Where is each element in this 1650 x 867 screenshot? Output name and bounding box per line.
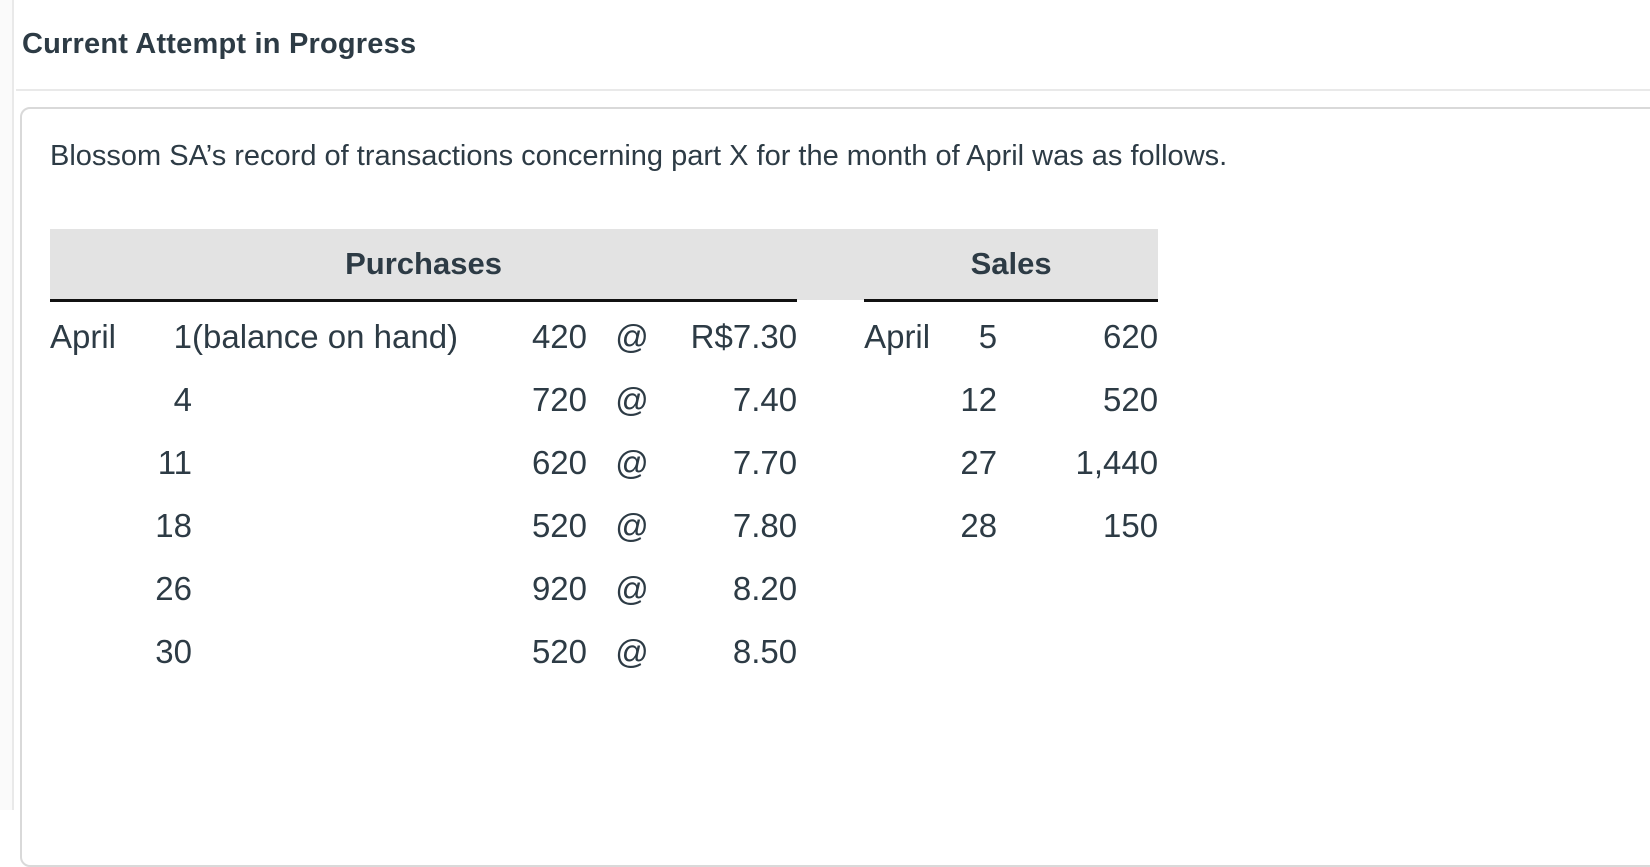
sales-header: Sales <box>864 229 1159 302</box>
table-row: 4 720 @7.40 12 520 <box>50 363 1158 426</box>
cell-s-month <box>864 552 949 615</box>
cell-gap <box>797 615 864 678</box>
cell-gap <box>797 300 864 363</box>
cell-p-day: 11 <box>157 443 192 481</box>
cell-p-price: 7.70 <box>732 443 798 481</box>
cell-s-month: April <box>864 318 931 356</box>
cell-gap <box>797 363 864 426</box>
table-row: April 1 (balance on hand) 420 @ R$7.30 April 5 6… <box>50 300 1158 363</box>
cell-p-at: @ <box>615 318 649 356</box>
cell-p-day: 26 <box>155 569 192 607</box>
cell-p-desc <box>192 426 452 489</box>
cell-s-day: 5 <box>978 318 998 356</box>
cell-s-qty: 520 <box>1103 380 1159 418</box>
header-divider <box>16 89 1650 91</box>
cell-p-day: 4 <box>173 380 192 418</box>
cell-gap <box>797 489 864 552</box>
cell-p-price: 7.40 <box>732 380 798 418</box>
cell-p-qty: 420 <box>531 318 587 356</box>
transactions-tbody: April 1 (balance on hand) 420 @ R$7.30 April 5 6… <box>50 300 1158 678</box>
cell-p-price: 8.50 <box>732 632 798 670</box>
cell-p-qty: 620 <box>531 443 587 481</box>
cell-p-qty: 520 <box>531 632 587 670</box>
question-intro: Blossom SA’s record of transactions conc… <box>50 140 1228 172</box>
cell-p-price: 8.20 <box>732 569 798 607</box>
cell-p-desc <box>192 363 452 426</box>
cell-gap <box>797 426 864 489</box>
cell-p-day: 18 <box>155 506 192 544</box>
table-header-row: Purchases Sales <box>50 229 1159 302</box>
cell-s-qty: 150 <box>1103 506 1159 544</box>
cell-p-month <box>50 552 154 615</box>
cell-p-desc <box>192 552 452 615</box>
cell-s-month <box>864 615 949 678</box>
cell-p-at: @ <box>615 380 649 418</box>
cell-s-month <box>864 489 949 552</box>
cell-s-qty: 620 <box>1103 318 1159 356</box>
cell-p-month <box>50 363 154 426</box>
cell-p-at: @ <box>615 506 649 544</box>
cell-p-desc: (balance on hand) <box>192 318 459 356</box>
cell-s-day <box>949 552 997 615</box>
transactions-table: Purchases Sales April 1 (balance on hand) 4… <box>50 229 1159 678</box>
cell-s-day <box>949 615 997 678</box>
question-card: Blossom SA’s record of transactions conc… <box>20 107 1650 867</box>
cell-p-qty: 720 <box>531 380 587 418</box>
cell-s-qty <box>997 615 1158 678</box>
cell-s-day: 12 <box>960 380 998 418</box>
page-title: Current Attempt in Progress <box>22 28 417 60</box>
table-row: 26 920 @8.20 <box>50 552 1158 615</box>
cell-p-month: April <box>50 318 117 356</box>
cell-p-price: 7.80 <box>732 506 798 544</box>
cell-p-at: @ <box>615 443 649 481</box>
cell-p-at: @ <box>615 569 649 607</box>
table-row: 11 620 @7.70 27 1,440 <box>50 426 1158 489</box>
cell-s-qty: 1,440 <box>1075 443 1159 481</box>
cell-p-qty: 520 <box>531 506 587 544</box>
cell-s-day: 27 <box>960 443 998 481</box>
cell-s-day: 28 <box>960 506 998 544</box>
cell-p-desc <box>192 615 452 678</box>
cell-gap <box>797 552 864 615</box>
cell-p-price: R$7.30 <box>690 318 798 356</box>
cell-p-month <box>50 489 154 552</box>
cell-p-day: 30 <box>155 632 192 670</box>
left-panel-edge <box>0 0 14 810</box>
cell-p-desc <box>192 489 452 552</box>
table-row: 30 520 @8.50 <box>50 615 1158 678</box>
cell-p-qty: 920 <box>531 569 587 607</box>
cell-p-day: 1 <box>173 318 192 356</box>
table-row: 18 520 @7.80 28 150 <box>50 489 1158 552</box>
cell-p-month <box>50 426 154 489</box>
cell-s-month <box>864 426 949 489</box>
cell-s-qty <box>997 552 1158 615</box>
purchases-header: Purchases <box>50 229 798 302</box>
cell-p-month <box>50 615 154 678</box>
cell-p-at: @ <box>615 632 649 670</box>
header-gap <box>797 229 865 300</box>
cell-s-month <box>864 363 949 426</box>
